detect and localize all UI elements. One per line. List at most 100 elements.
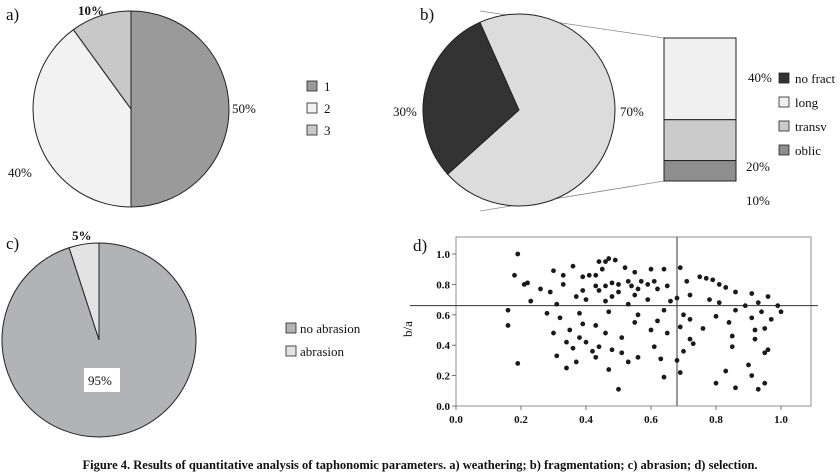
scatter-point	[583, 339, 589, 345]
scatter-point	[547, 289, 553, 295]
pie-b-label-fract: 70%	[620, 104, 644, 119]
scatter-point	[664, 330, 670, 336]
legend-a-label-1: 1	[324, 79, 331, 94]
scatter-point	[759, 309, 764, 315]
scatter-point	[505, 307, 511, 313]
scatter-point	[687, 292, 693, 298]
panel-c-label: c)	[6, 234, 19, 253]
legend-c-label-no-abrasion: no abrasion	[300, 321, 361, 336]
scatter-point	[674, 358, 680, 363]
scatter-point	[755, 386, 761, 392]
scatter-point	[716, 282, 722, 287]
scatter-point	[655, 318, 660, 324]
scatter-point	[616, 386, 621, 392]
scatter-point	[603, 283, 608, 289]
panel-b-fragmentation-pie: b) 30% 70% 40% 20% 10% no fract long tra…	[393, 5, 835, 212]
scatter-point	[593, 283, 599, 289]
bar-b-label-oblic: 10%	[746, 193, 770, 208]
scatter-point	[742, 303, 748, 309]
legend-c: no abrasion abrasion	[285, 321, 361, 359]
scatter-point	[554, 353, 560, 359]
legend-a: 1 2 3	[306, 79, 331, 138]
y-tick-label: 0.6	[436, 310, 450, 322]
bar-b-segment-long	[663, 37, 737, 121]
scatter-point	[625, 278, 631, 284]
scatter-point	[664, 283, 670, 289]
legend-b-swatch-long	[778, 96, 790, 108]
pie-b-label-no-fract: 30%	[393, 104, 417, 119]
scatter-point	[768, 316, 774, 322]
scatter-point	[573, 294, 579, 299]
scatter-point	[603, 259, 608, 264]
x-tick-label: 0.4	[579, 414, 593, 426]
scatter-point	[593, 354, 599, 360]
scatter-point	[609, 347, 615, 353]
pie-a-label-1: 50%	[232, 101, 256, 116]
scatter-point	[609, 294, 615, 299]
scatter-point	[635, 286, 641, 292]
scatter-point	[596, 259, 602, 264]
scatter-point	[570, 345, 576, 351]
bar-b-label-transv: 20%	[746, 159, 770, 174]
scatter-point	[775, 303, 781, 309]
scatter-point	[515, 361, 521, 366]
pie-a-slice-3	[72, 10, 132, 111]
scatter-point	[668, 298, 673, 304]
legend-c-label-abrasion: abrasion	[300, 344, 345, 359]
legend-c-swatch-no-abrasion	[285, 322, 297, 334]
scatter-point	[746, 362, 751, 368]
scatter-point	[564, 365, 569, 371]
scatter-point	[684, 278, 690, 284]
scatter-point	[554, 301, 560, 307]
scatter-point	[765, 294, 771, 299]
scatter-point	[619, 335, 625, 340]
scatter-point	[749, 315, 755, 321]
bar-b-segment-transv	[663, 119, 737, 162]
scatter-point	[577, 310, 582, 316]
scatter-point	[596, 344, 602, 350]
scatter-point	[603, 330, 608, 336]
scatter-point	[603, 298, 608, 304]
scatter-point	[752, 336, 758, 342]
scatter-point	[726, 320, 732, 325]
scatter-point	[645, 282, 651, 287]
scatter-point	[713, 313, 719, 319]
scatter-point	[586, 272, 592, 278]
scatter-point	[690, 341, 696, 347]
scatter-point	[573, 359, 579, 365]
legend-a-label-3: 3	[324, 123, 331, 138]
legend-a-swatch-2	[306, 102, 318, 114]
scatter-point	[723, 285, 729, 290]
scatter-point	[716, 300, 722, 306]
legend-b-label-long: long	[795, 95, 819, 110]
scatter-point	[593, 323, 599, 328]
scatter-point	[616, 289, 621, 295]
x-tick-label: 0.6	[644, 414, 658, 426]
scatter-point	[580, 321, 586, 327]
scatter-point	[538, 286, 543, 292]
x-tick-label: 1.0	[774, 414, 788, 426]
legend-b-swatch-oblic	[778, 144, 790, 156]
scatter-point	[625, 301, 631, 307]
scatter-point	[567, 327, 573, 333]
pie-a-slice-2	[32, 29, 132, 208]
scatter-point	[612, 257, 618, 263]
scatter-point	[733, 385, 738, 391]
scatter-point	[551, 330, 556, 336]
legend-a-swatch-1	[306, 80, 318, 92]
scatter-point	[515, 251, 521, 257]
scatter-point	[700, 326, 706, 331]
scatter-d-frame	[455, 236, 812, 407]
pie-b-slice-no-fract	[422, 21, 520, 175]
legend-a-label-2: 2	[324, 101, 331, 116]
panel-c-abrasion-pie: c) 95% 5% no abrasion abrasion	[1, 228, 361, 438]
panel-d-selection-scatter: d) b/a 0.0 0.2 0.4 0.6 0.8 1.0 0.0 0.2 0.4 0.6 0.8…	[400, 236, 818, 426]
scatter-point	[648, 327, 654, 333]
scatter-point	[651, 278, 657, 284]
legend-b-label-oblic: oblic	[795, 143, 821, 158]
scatter-point	[606, 256, 612, 261]
scatter-point	[677, 324, 683, 330]
scatter-point	[505, 323, 511, 328]
scatter-point	[710, 277, 716, 283]
pie-c-label-abrasion: 5%	[72, 228, 92, 243]
